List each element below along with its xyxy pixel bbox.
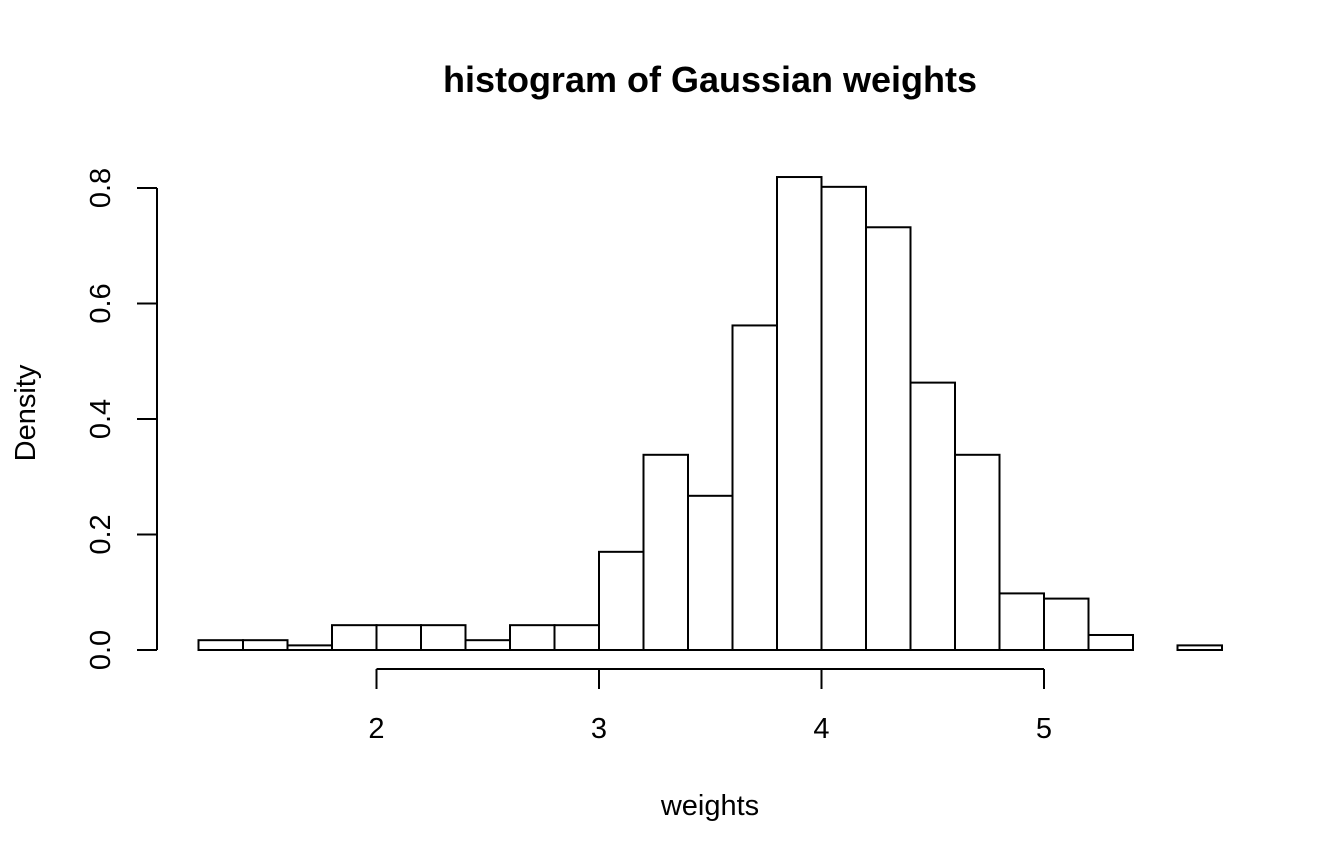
histogram-bar xyxy=(464,639,511,651)
histogram-bar xyxy=(1176,644,1223,652)
x-tick-label: 5 xyxy=(1036,713,1052,745)
histogram-bar xyxy=(509,624,556,651)
histogram-bar xyxy=(375,624,422,651)
histogram-bar xyxy=(954,453,1001,651)
chart-title: histogram of Gaussian weights xyxy=(443,59,977,100)
histogram-bar xyxy=(197,639,244,651)
histogram-bar xyxy=(242,639,289,651)
histogram-bar xyxy=(331,624,378,651)
y-axis: 0.0 0.2 0.4 0.6 0.8 xyxy=(85,168,158,670)
x-axis: 2 3 4 5 xyxy=(368,668,1052,745)
y-axis-label: Density xyxy=(10,364,42,461)
histogram-bar xyxy=(687,494,734,651)
histogram-bar xyxy=(286,644,333,652)
y-tick-label: 0.8 xyxy=(85,168,117,208)
histogram-bar xyxy=(1043,597,1090,651)
histogram-bar xyxy=(420,624,467,651)
histogram-bar xyxy=(598,550,645,652)
histogram-bar xyxy=(998,592,1045,652)
x-tick-label: 2 xyxy=(368,713,384,745)
y-tick-label: 0.0 xyxy=(85,630,117,670)
x-tick-label: 3 xyxy=(591,713,607,745)
y-tick-label: 0.6 xyxy=(85,283,117,323)
histogram-bar xyxy=(865,226,912,652)
histogram-bars xyxy=(197,176,1223,652)
histogram-bar xyxy=(820,185,867,651)
histogram-bar xyxy=(776,176,823,651)
y-tick-label: 0.4 xyxy=(85,399,117,439)
histogram-bar xyxy=(553,624,600,651)
x-axis-label: weights xyxy=(660,790,759,822)
y-tick-label: 0.2 xyxy=(85,514,117,554)
histogram-bar xyxy=(1087,633,1134,651)
x-tick-label: 4 xyxy=(813,713,829,745)
histogram-bar xyxy=(731,324,778,651)
histogram-bar xyxy=(642,453,689,651)
histogram-bar xyxy=(909,381,956,651)
